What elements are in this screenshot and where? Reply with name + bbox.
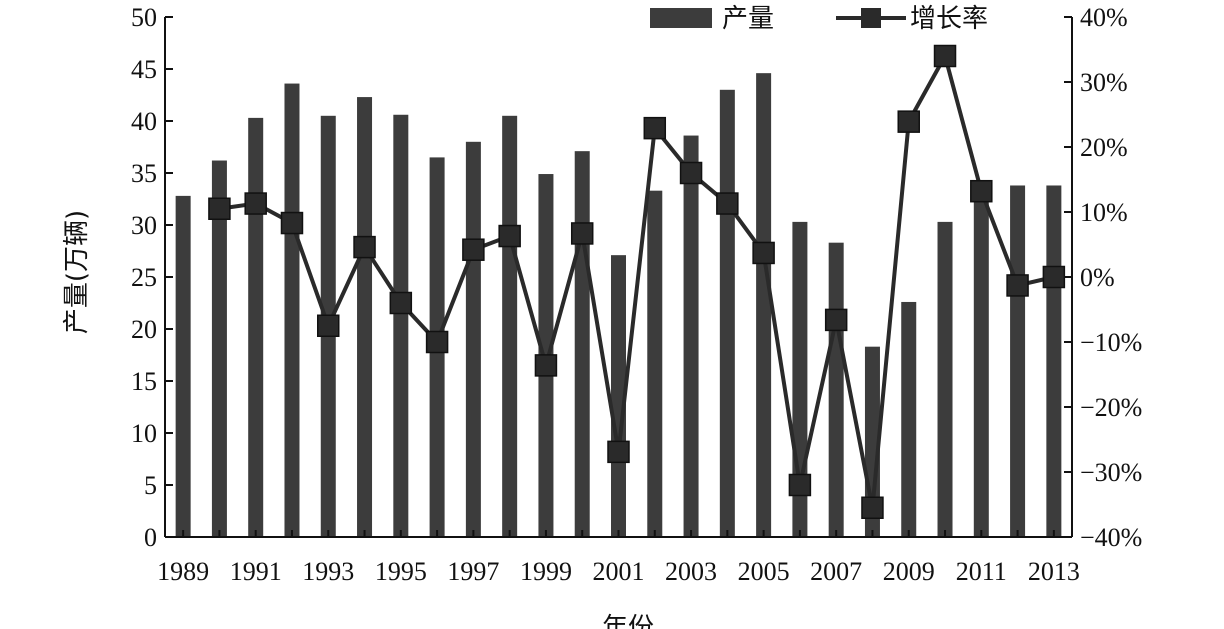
growth-marker-1997 [462,238,485,261]
growth-marker-2010 [933,44,957,68]
x-tick-label: 2003 [665,557,717,586]
x-tick-label: 1989 [157,557,209,586]
bar-1989 [175,195,191,537]
legend-marker-swatch [861,8,881,28]
y-left-tick-label: 25 [131,263,157,292]
y-right-tick-label: −20% [1080,393,1142,422]
growth-marker-1990 [208,197,231,220]
y-axis-title: 产量(万辆) [62,210,92,334]
bar-1998 [502,115,518,538]
production-bars [175,73,1062,538]
x-tick-label: 2005 [738,557,790,586]
bar-2010 [937,221,953,537]
growth-rate-line [219,54,1055,510]
bar-1995 [393,114,409,537]
x-tick-label: 2011 [956,557,1007,586]
bar-2009 [901,301,917,537]
bar-2007 [828,242,844,537]
legend-bar-swatch [650,8,712,28]
growth-marker-2013 [1042,265,1066,289]
x-tick-label: 2009 [883,557,935,586]
y-left-tick-label: 15 [131,367,157,396]
growth-marker-1993 [317,314,340,337]
y-right-tick-label: 20% [1080,133,1128,162]
growth-marker-2000 [570,222,594,245]
x-tick-label: 2007 [810,557,862,586]
bar-2013 [1046,185,1062,538]
growth-marker-1995 [389,291,413,315]
bar-2001 [611,255,626,537]
growth-marker-2005 [752,241,775,265]
x-tick-label: 1995 [375,557,427,586]
growth-marker-1999 [534,354,558,377]
x-tick-label: 1993 [302,557,354,586]
growth-marker-2001 [607,440,630,464]
bar-1997 [465,141,481,538]
growth-marker-1991 [244,192,267,215]
growth-marker-1998 [498,224,521,248]
bar-1992 [284,83,300,537]
y-left-tick-label: 35 [131,159,157,188]
growth-marker-2012 [1006,274,1029,297]
growth-marker-2008 [861,496,884,519]
bar-2003 [683,135,699,537]
x-tick-label: 1991 [230,557,282,586]
growth-marker-2004 [716,192,739,215]
bar-2011 [973,184,989,537]
x-tick-label: 2001 [593,557,645,586]
legend-label-growth: 增长率 [910,4,988,34]
y-left-tick-label: 0 [144,523,157,552]
growth-marker-2011 [970,179,993,203]
y-right-tick-label: 10% [1080,198,1128,227]
y-left-tick-label: 30 [131,211,157,240]
bar-1990 [211,160,227,537]
bar-2004 [719,89,735,538]
y-left-tick-label: 5 [144,471,157,500]
y-right-tick-label: −10% [1080,328,1142,357]
y-left-tick-label: 20 [131,315,157,344]
growth-marker-2003 [679,161,703,185]
axes: 0 5 10 15 20 25 30 35 40 45 50 −40% −30% −20% −10% 0% 10… [131,3,1142,586]
y-right-tick-label: 0% [1080,263,1115,292]
y-left-tick-label: 10 [131,419,157,448]
growth-rate-series [208,44,1066,519]
bar-2002 [647,190,663,537]
growth-marker-2006 [788,473,812,497]
x-tick-label: 2013 [1028,557,1080,586]
growth-marker-2007 [824,308,848,332]
bar-2000 [574,151,590,537]
x-axis-title: 年份 [602,613,654,629]
legend: 产量 增长率 [650,4,988,34]
y-right-tick-label: 30% [1080,68,1128,97]
y-right-tick-label: 40% [1080,3,1128,32]
y-left-tick-label: 45 [131,55,157,84]
growth-marker-1994 [353,235,376,259]
bar-2005 [756,73,772,537]
bar-1994 [357,97,373,537]
y-left-tick-label: 40 [131,107,157,136]
growth-marker-1996 [425,330,449,354]
y-right-tick-label: −30% [1080,458,1142,487]
growth-marker-2009 [897,110,920,133]
y-left-tick-label: 50 [131,3,157,32]
growth-marker-1992 [280,211,304,235]
x-tick-label: 1999 [520,557,572,586]
growth-marker-2002 [643,116,667,140]
x-tick-label: 1997 [447,557,499,586]
y-right-tick-label: −40% [1080,523,1142,552]
bar-1991 [248,117,264,537]
bar-2012 [1010,185,1026,538]
legend-label-production: 产量 [722,4,774,34]
